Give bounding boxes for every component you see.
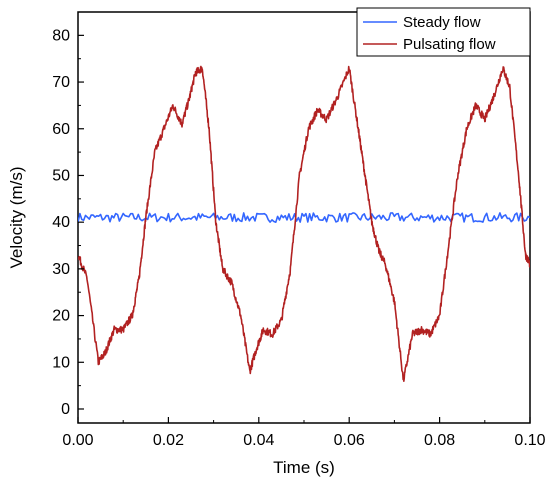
y-tick-label: 0 (61, 401, 70, 418)
y-tick-label: 20 (52, 308, 70, 325)
y-tick-label: 40 (52, 214, 70, 231)
y-tick-label: 80 (52, 27, 70, 44)
series-line-pulsating-flow (78, 65, 530, 383)
series-layer (78, 65, 530, 383)
legend-label-pulsating-flow: Pulsating flow (403, 36, 496, 53)
x-tick-label: 0.04 (243, 432, 274, 449)
y-tick-label: 70 (52, 74, 70, 91)
legend-label-steady-flow: Steady flow (403, 14, 481, 31)
x-axis-ticks: 0.00 0.02 0.04 0.06 0.08 0.10 (62, 417, 546, 449)
y-tick-label: 50 (52, 167, 70, 184)
x-tick-label: 0.00 (62, 432, 93, 449)
legend-box (356, 7, 531, 57)
plot-area (77, 11, 531, 424)
legend: Steady flow Pulsating flow (356, 7, 531, 57)
y-axis-ticks: 0 10 20 30 40 50 60 70 80 (52, 27, 84, 418)
x-tick-label: 0.08 (424, 432, 455, 449)
x-tick-label: 0.02 (153, 432, 184, 449)
x-axis-title: Time (s) (273, 458, 335, 477)
y-axis-title: Velocity (m/s) (7, 166, 26, 268)
y-tick-label: 30 (52, 261, 70, 278)
x-tick-label: 0.10 (514, 432, 545, 449)
y-tick-label: 10 (52, 354, 70, 371)
y-tick-label: 60 (52, 121, 70, 138)
x-tick-label: 0.06 (334, 432, 365, 449)
series-line-steady-flow (78, 212, 530, 223)
